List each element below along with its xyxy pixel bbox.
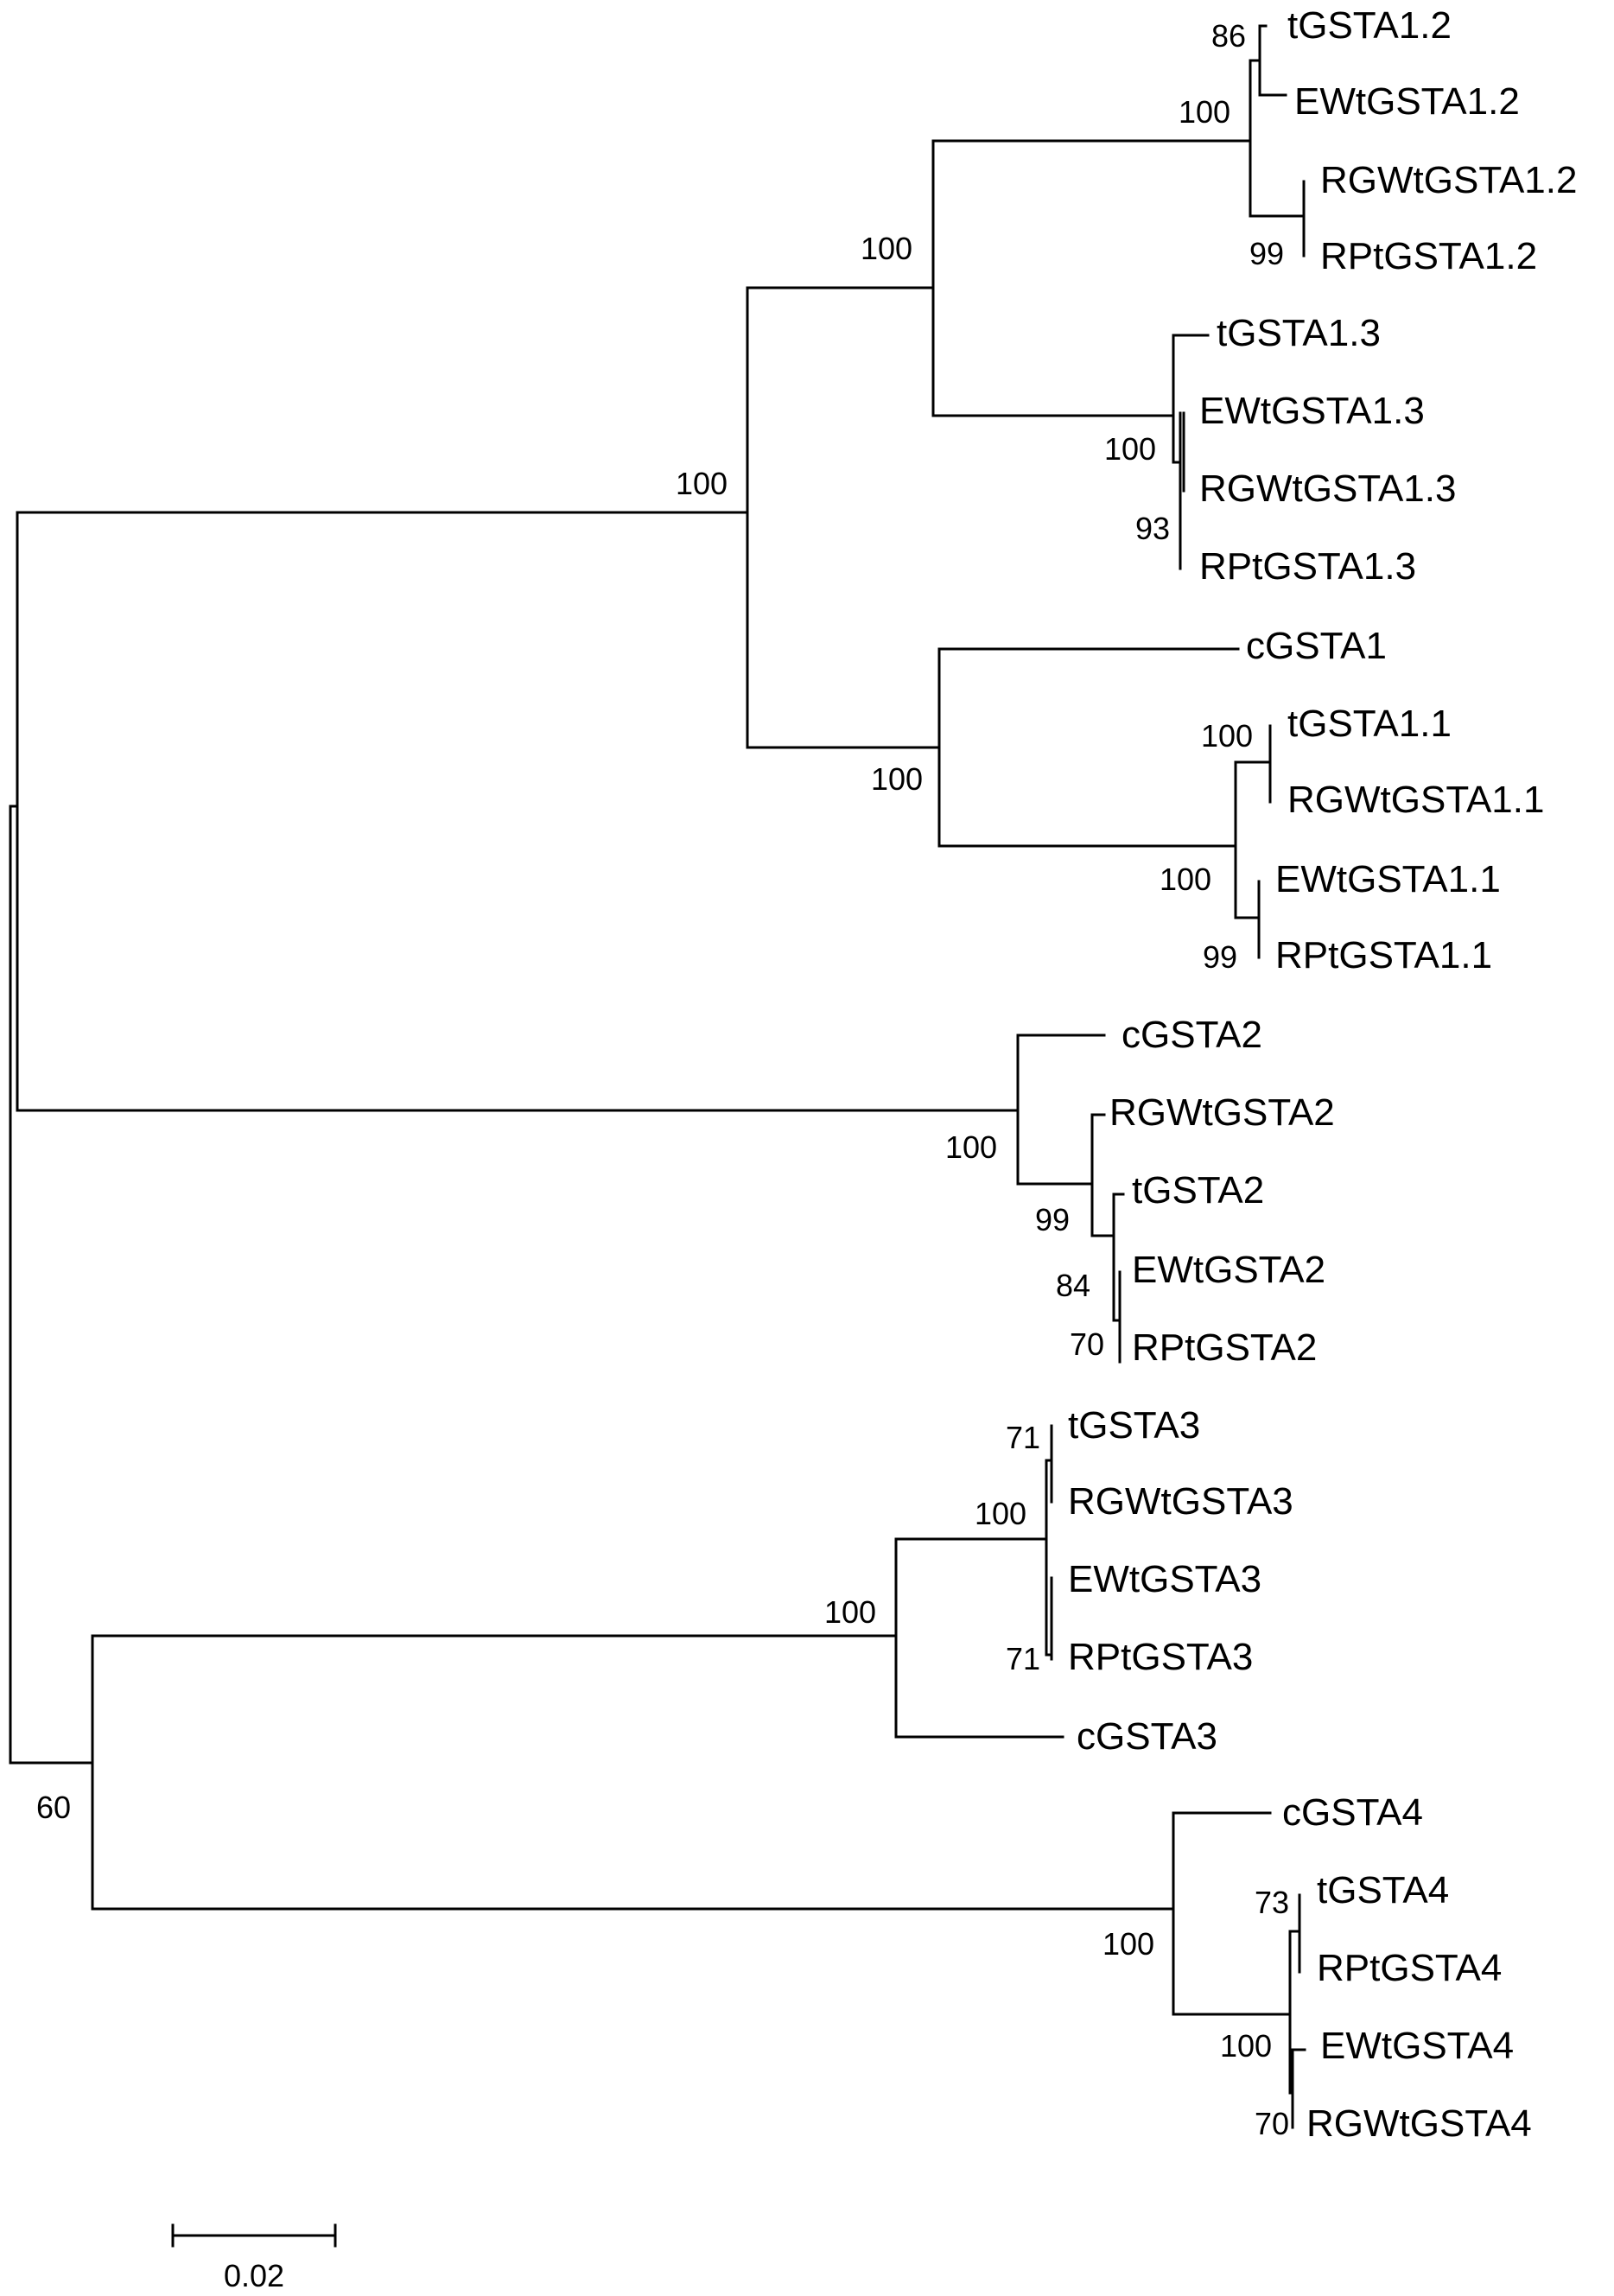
leaf-label: RGWtGSTA2: [1109, 1091, 1335, 1134]
bootstrap-value: 84: [1056, 1268, 1090, 1303]
bootstrap-value: 100: [1102, 1926, 1154, 1962]
leaf-label: RPtGSTA1.1: [1275, 934, 1492, 976]
leaf-label: EWtGSTA1.2: [1294, 80, 1520, 123]
bootstrap-value: 100: [1220, 2028, 1272, 2064]
bootstrap-value: 99: [1249, 236, 1284, 271]
tree-branches: [9, 24, 1306, 2129]
leaf-label: tGSTA3: [1068, 1404, 1200, 1447]
leaf-label: RGWtGSTA1.1: [1287, 779, 1544, 821]
bootstrap-value: 100: [824, 1594, 876, 1630]
leaf-label: EWtGSTA2: [1132, 1249, 1325, 1291]
leaf-label: EWtGSTA1.3: [1199, 390, 1425, 432]
leaf-label: RPtGSTA2: [1132, 1326, 1317, 1369]
bootstrap-value: 70: [1070, 1326, 1104, 1362]
leaf-label: RPtGSTA4: [1317, 1947, 1502, 1989]
bootstrap-value: 71: [1006, 1641, 1040, 1676]
bootstrap-value: 99: [1203, 939, 1237, 975]
leaf-label: EWtGSTA3: [1068, 1558, 1261, 1600]
scale-bar: 0.02: [171, 2223, 337, 2293]
leaf-label: RPtGSTA1.3: [1199, 545, 1416, 588]
leaf-label: RPtGSTA1.2: [1320, 235, 1537, 277]
bootstrap-value: 73: [1255, 1885, 1289, 1920]
leaf-labels: tGSTA1.2 EWtGSTA1.2 RGWtGSTA1.2 RPtGSTA1…: [1068, 4, 1577, 2145]
bootstrap-value: 100: [676, 466, 728, 501]
bootstrap-value: 100: [871, 761, 923, 797]
leaf-label: RGWtGSTA1.2: [1320, 159, 1577, 201]
leaf-label: RGWtGSTA1.3: [1199, 467, 1456, 510]
leaf-label: tGSTA1.1: [1287, 703, 1452, 745]
leaf-label: tGSTA1.3: [1217, 312, 1381, 354]
bootstrap-value: 100: [975, 1496, 1026, 1531]
leaf-label: tGSTA2: [1132, 1169, 1264, 1212]
leaf-label: cGSTA2: [1122, 1014, 1262, 1056]
leaf-label: EWtGSTA1.1: [1275, 858, 1501, 900]
bootstrap-value: 100: [1179, 94, 1230, 130]
bootstrap-value: 100: [1104, 431, 1156, 467]
bootstrap-value: 70: [1255, 2106, 1289, 2141]
bootstrap-value: 100: [1201, 718, 1253, 754]
bootstrap-value: 100: [1160, 862, 1211, 897]
bootstrap-value: 71: [1006, 1420, 1040, 1455]
leaf-label: cGSTA1: [1246, 625, 1387, 667]
leaf-label: EWtGSTA4: [1320, 2025, 1514, 2067]
bootstrap-value: 99: [1035, 1202, 1070, 1237]
leaf-label: tGSTA4: [1317, 1869, 1449, 1911]
bootstrap-value: 60: [36, 1790, 71, 1825]
leaf-label: RGWtGSTA3: [1068, 1480, 1293, 1523]
bootstrap-value: 93: [1135, 511, 1170, 546]
bootstrap-value: 100: [861, 231, 912, 266]
leaf-label: cGSTA4: [1282, 1791, 1423, 1834]
bootstrap-values: 86 100 99 100 100 93 100 100 100 100 99 …: [36, 18, 1289, 2141]
leaf-label: RPtGSTA3: [1068, 1636, 1253, 1678]
leaf-label: tGSTA1.2: [1287, 4, 1452, 47]
leaf-label: RGWtGSTA4: [1306, 2102, 1532, 2145]
bootstrap-value: 100: [945, 1129, 997, 1165]
scale-bar-label: 0.02: [224, 2258, 284, 2293]
leaf-label: cGSTA3: [1077, 1715, 1217, 1758]
bootstrap-value: 86: [1211, 18, 1246, 54]
